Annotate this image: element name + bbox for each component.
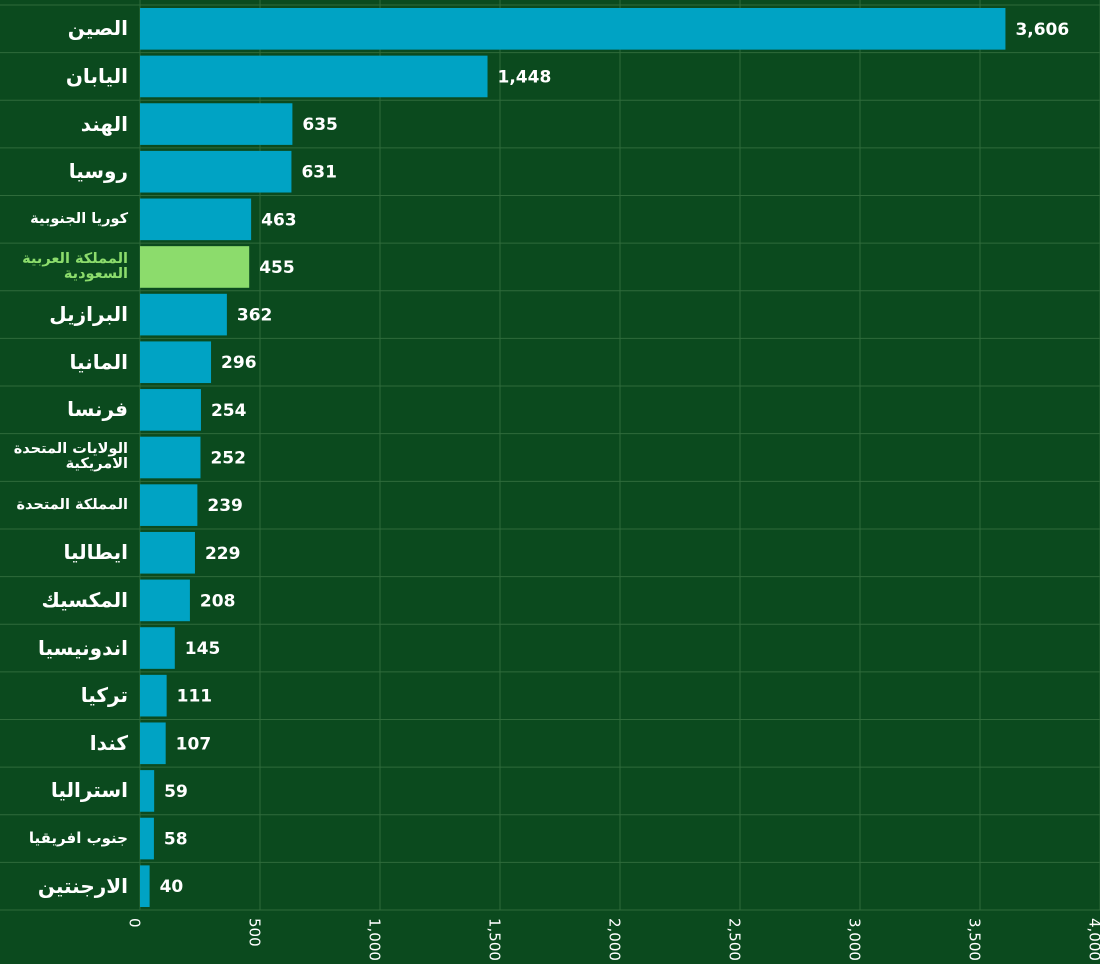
category-label: الهند [80,111,128,136]
value-label: 208 [200,591,236,611]
category-label: الولايات المتحدة الامريكية [13,441,128,473]
category-label: المكسيك [41,587,128,612]
value-label: 145 [185,639,221,659]
value-label: 631 [301,163,337,183]
bar [140,8,1006,50]
bar [140,674,167,717]
value-label: 229 [205,544,241,564]
category-label: اندونيسيا [37,635,128,660]
value-label: 455 [259,258,295,278]
value-label: 59 [164,782,188,802]
value-label: 254 [211,401,247,421]
category-label: فرنسا [67,397,128,422]
bar [140,579,190,622]
bar [140,865,150,907]
value-label: 296 [221,353,256,373]
value-label: 1,448 [498,67,552,87]
value-label: 239 [207,496,243,516]
bar [140,341,212,384]
category-label: الصين [67,16,128,41]
x-tick-label: 1,500 [486,918,504,961]
x-tick-label: 500 [246,918,264,947]
value-label: 362 [237,306,273,326]
value-label: 111 [177,687,213,707]
value-label: 252 [210,449,246,469]
category-label: المملكة العربية السعودية [22,250,128,282]
category-label: جنوب افريقيا [28,828,128,847]
value-label: 463 [261,210,297,230]
bar [140,150,292,193]
value-label: 58 [164,830,188,850]
category-label: كندا [89,730,128,755]
x-tick-label: 0 [126,918,144,928]
bar [140,627,175,669]
bar [140,436,201,479]
x-tick-label: 4,000 [1086,918,1100,961]
bar [140,293,227,336]
x-tick-label: 3,000 [846,918,864,961]
category-label: الارجنتين [37,873,128,898]
value-label: 107 [176,734,212,754]
category-label: ايطاليا [63,540,128,565]
value-label: 635 [302,115,338,135]
bar [140,484,198,526]
category-label: المانيا [69,349,128,374]
category-label: كوريا الجنوبية [30,210,128,227]
bar [140,246,250,288]
category-label: اليابان [65,63,128,88]
bar [140,770,155,812]
bar [140,531,195,574]
bar [140,103,293,145]
x-tick-label: 2,000 [606,918,624,961]
x-tick-label: 1,000 [366,918,384,961]
category-label: المملكة المتحدة [16,496,129,513]
category-label: تركيا [80,683,128,708]
value-label: 3,606 [1015,20,1069,40]
category-label: روسيا [68,159,128,184]
value-label: 40 [160,877,184,897]
category-label: البرازيل [49,302,128,327]
bar [140,389,201,431]
category-label: استراليا [50,778,128,803]
bar [140,722,166,765]
x-tick-label: 3,500 [966,918,984,961]
bar [140,55,488,98]
x-tick-label: 2,500 [726,918,744,961]
bar [140,198,252,241]
bar [140,817,154,860]
